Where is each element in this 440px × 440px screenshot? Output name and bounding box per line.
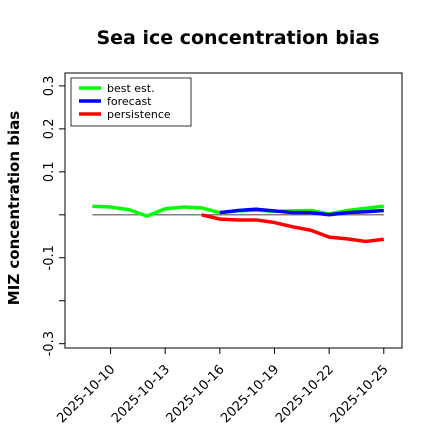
x-tick-label: 2025-10-25 bbox=[328, 362, 392, 426]
series-line-forecast bbox=[219, 207, 384, 217]
y-tick-label: 0.1 bbox=[42, 161, 57, 182]
y-tick-label: 0.2 bbox=[42, 119, 57, 140]
axes: -0.3-0.10.10.20.32025-10-102025-10-13202… bbox=[42, 76, 392, 427]
plot-area bbox=[92, 204, 384, 244]
y-tick-label: 0.3 bbox=[42, 76, 57, 97]
chart-title: Sea ice concentration bias bbox=[96, 27, 379, 49]
legend-label: persistence bbox=[107, 108, 171, 121]
legend-label: best est. bbox=[107, 82, 155, 95]
series-line-persistence bbox=[201, 213, 384, 244]
legend-label: forecast bbox=[107, 95, 152, 108]
y-tick-label: -0.3 bbox=[42, 331, 57, 356]
plot-frame bbox=[64, 72, 403, 349]
y-axis-label: MIZ concentration bias bbox=[5, 111, 23, 305]
y-tick-label: -0.1 bbox=[42, 245, 57, 270]
